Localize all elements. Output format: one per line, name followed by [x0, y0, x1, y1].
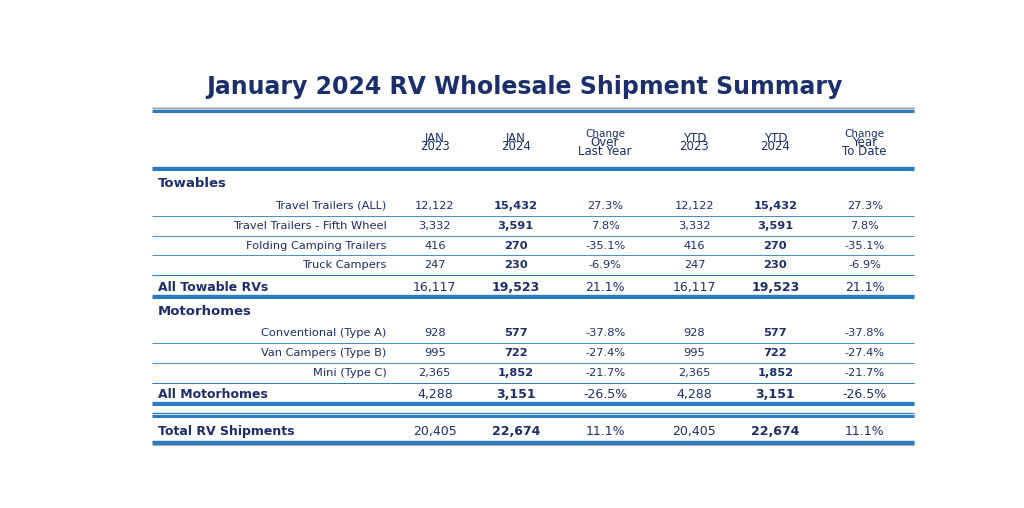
Text: 722: 722 — [764, 348, 787, 358]
Text: 230: 230 — [504, 261, 527, 270]
Text: -21.7%: -21.7% — [845, 368, 885, 378]
Text: 2023: 2023 — [680, 140, 710, 153]
Text: 21.1%: 21.1% — [586, 280, 625, 294]
Text: 11.1%: 11.1% — [845, 425, 885, 438]
Text: 12,122: 12,122 — [415, 201, 455, 211]
Text: 27.3%: 27.3% — [587, 201, 623, 211]
Text: -6.9%: -6.9% — [848, 261, 882, 270]
Text: Change: Change — [845, 129, 885, 139]
Text: 22,674: 22,674 — [492, 425, 540, 438]
Text: 416: 416 — [424, 241, 445, 250]
Text: YTD: YTD — [683, 132, 707, 145]
Text: January 2024 RV Wholesale Shipment Summary: January 2024 RV Wholesale Shipment Summa… — [207, 75, 843, 99]
Text: 1,852: 1,852 — [498, 368, 534, 378]
Text: Conventional (Type A): Conventional (Type A) — [261, 328, 386, 338]
Text: -21.7%: -21.7% — [585, 368, 626, 378]
Text: 230: 230 — [764, 261, 787, 270]
Text: 20,405: 20,405 — [413, 425, 457, 438]
Text: -26.5%: -26.5% — [583, 388, 628, 401]
Text: 2024: 2024 — [501, 140, 530, 153]
Text: Last Year: Last Year — [579, 145, 632, 158]
Text: 4,288: 4,288 — [417, 388, 453, 401]
Text: 270: 270 — [504, 241, 527, 250]
Text: -35.1%: -35.1% — [585, 241, 626, 250]
Text: 577: 577 — [764, 328, 787, 338]
Text: 2024: 2024 — [761, 140, 791, 153]
Text: 247: 247 — [684, 261, 706, 270]
Text: 12,122: 12,122 — [675, 201, 714, 211]
Text: All Towable RVs: All Towable RVs — [158, 280, 268, 294]
Text: To Date: To Date — [843, 145, 887, 158]
Text: JAN: JAN — [506, 132, 525, 145]
Text: JAN: JAN — [425, 132, 444, 145]
Text: 11.1%: 11.1% — [586, 425, 625, 438]
Text: Change: Change — [585, 129, 625, 139]
Text: Mini (Type C): Mini (Type C) — [312, 368, 386, 378]
Text: YTD: YTD — [764, 132, 787, 145]
Text: 3,332: 3,332 — [678, 220, 711, 231]
Text: Over: Over — [591, 136, 620, 149]
Text: 3,332: 3,332 — [419, 220, 452, 231]
Text: 20,405: 20,405 — [673, 425, 717, 438]
Text: -26.5%: -26.5% — [843, 388, 887, 401]
Text: -27.4%: -27.4% — [585, 348, 625, 358]
Text: 928: 928 — [424, 328, 445, 338]
Text: Travel Trailers (ALL): Travel Trailers (ALL) — [275, 201, 386, 211]
Text: 4,288: 4,288 — [677, 388, 713, 401]
Text: Folding Camping Trailers: Folding Camping Trailers — [246, 241, 386, 250]
Text: -27.4%: -27.4% — [845, 348, 885, 358]
Text: 247: 247 — [424, 261, 445, 270]
Text: -37.8%: -37.8% — [845, 328, 885, 338]
Text: 3,151: 3,151 — [756, 388, 796, 401]
Text: 722: 722 — [504, 348, 527, 358]
Text: 3,151: 3,151 — [496, 388, 536, 401]
Text: Travel Trailers - Fifth Wheel: Travel Trailers - Fifth Wheel — [232, 220, 386, 231]
Text: 16,117: 16,117 — [413, 280, 457, 294]
Text: Van Campers (Type B): Van Campers (Type B) — [261, 348, 386, 358]
Text: -6.9%: -6.9% — [589, 261, 622, 270]
Text: Truck Campers: Truck Campers — [302, 261, 386, 270]
Text: -37.8%: -37.8% — [585, 328, 626, 338]
Text: 577: 577 — [504, 328, 527, 338]
Text: 19,523: 19,523 — [492, 280, 540, 294]
Text: 27.3%: 27.3% — [847, 201, 883, 211]
Text: 3,591: 3,591 — [758, 220, 794, 231]
Text: 7.8%: 7.8% — [591, 220, 620, 231]
Text: 3,591: 3,591 — [498, 220, 534, 231]
Text: 16,117: 16,117 — [673, 280, 716, 294]
Text: 7.8%: 7.8% — [850, 220, 880, 231]
Text: Motorhomes: Motorhomes — [158, 304, 252, 318]
Text: 15,432: 15,432 — [754, 201, 798, 211]
Text: 21.1%: 21.1% — [845, 280, 885, 294]
Text: 995: 995 — [424, 348, 445, 358]
Text: Towables: Towables — [158, 177, 227, 190]
Text: Total RV Shipments: Total RV Shipments — [158, 425, 295, 438]
Text: 2,365: 2,365 — [678, 368, 711, 378]
Text: 19,523: 19,523 — [752, 280, 800, 294]
Text: 22,674: 22,674 — [752, 425, 800, 438]
Text: -35.1%: -35.1% — [845, 241, 885, 250]
Text: 928: 928 — [684, 328, 706, 338]
Text: 416: 416 — [684, 241, 706, 250]
Text: Year: Year — [852, 136, 878, 149]
Text: 15,432: 15,432 — [494, 201, 538, 211]
Text: 995: 995 — [684, 348, 706, 358]
Text: 270: 270 — [764, 241, 787, 250]
Text: 1,852: 1,852 — [758, 368, 794, 378]
Text: 2,365: 2,365 — [419, 368, 451, 378]
Text: All Motorhomes: All Motorhomes — [158, 388, 268, 401]
Text: 2023: 2023 — [420, 140, 450, 153]
